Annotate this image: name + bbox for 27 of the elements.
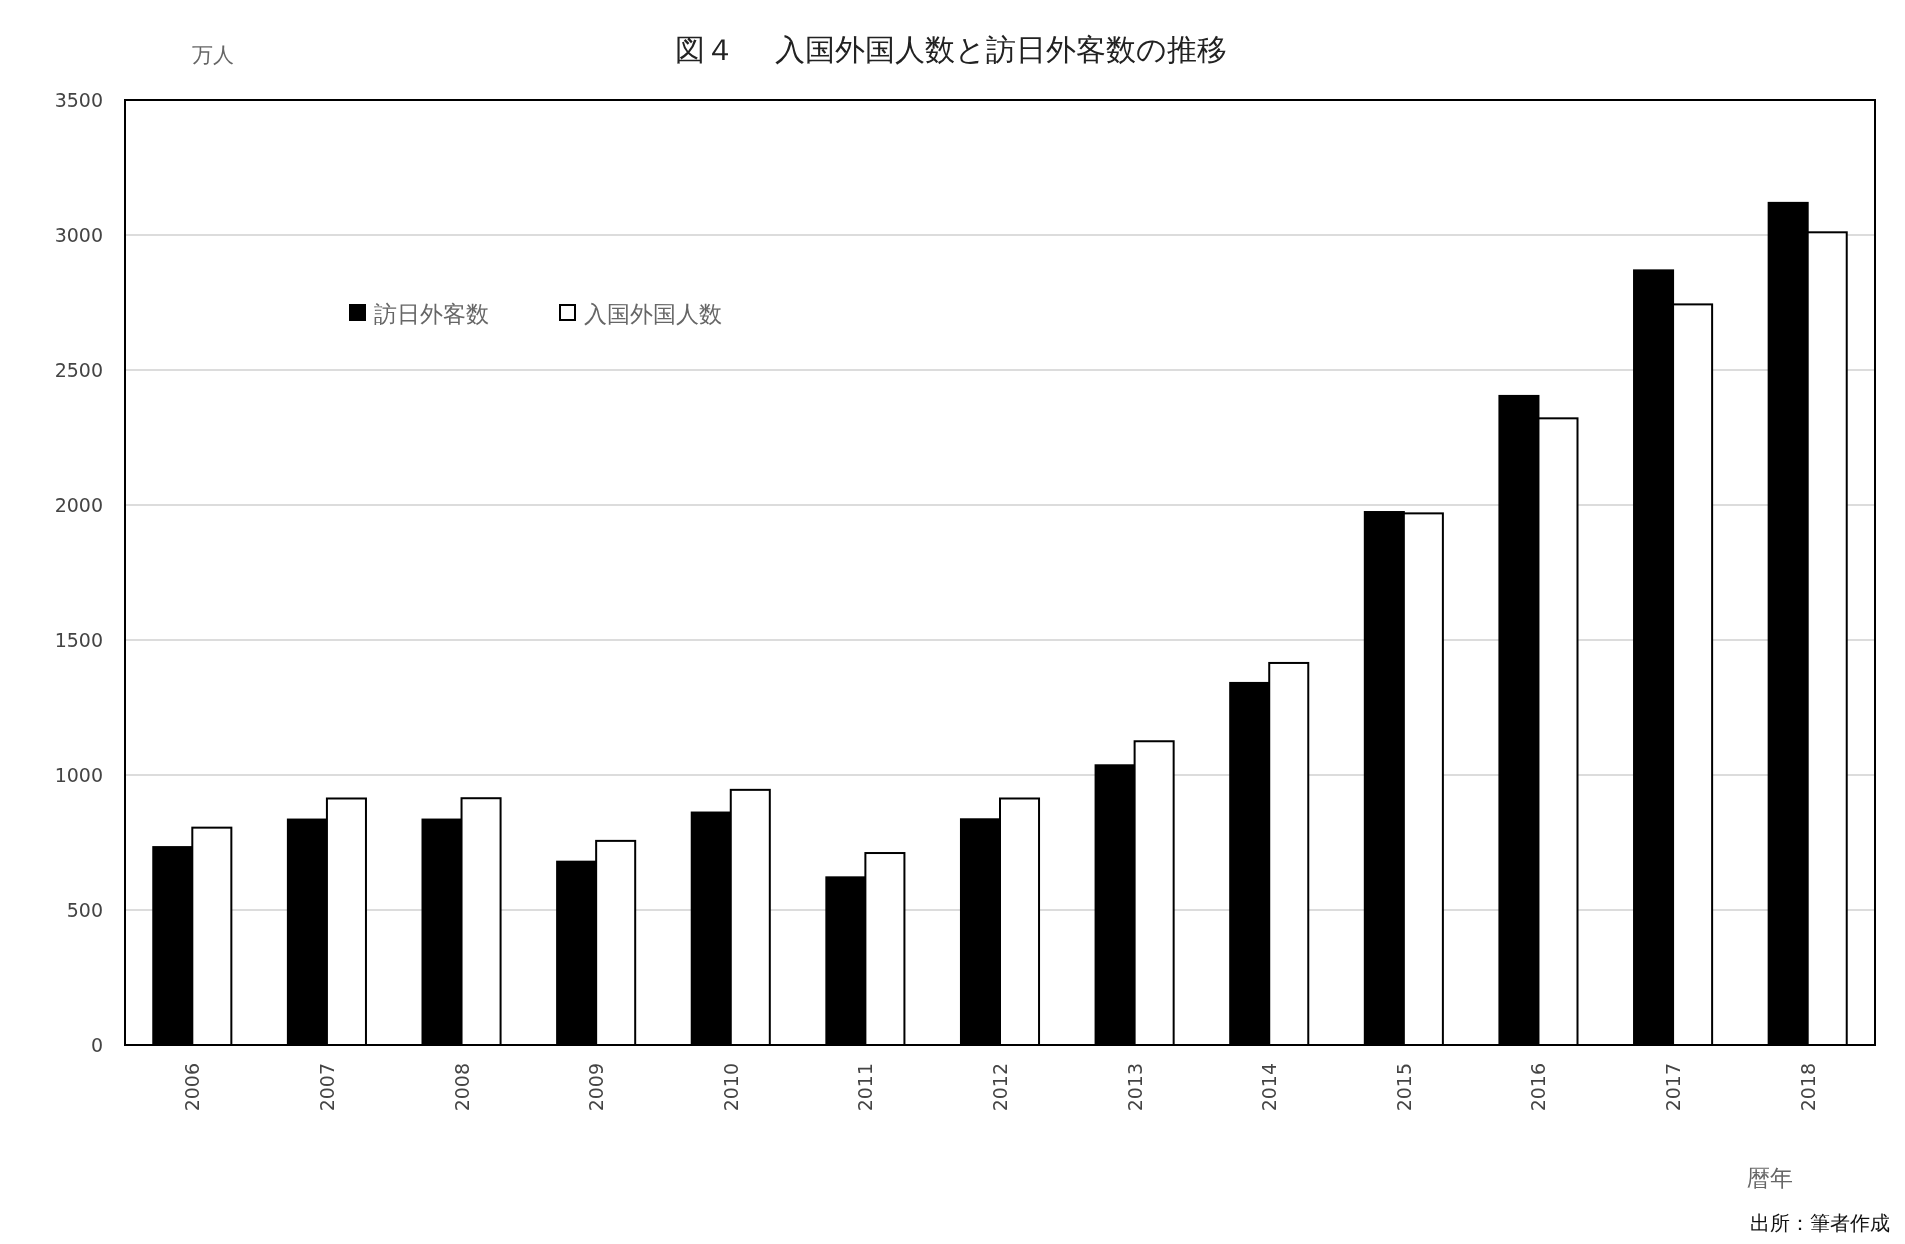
x-tick-label: 2007 <box>315 1063 338 1112</box>
y-tick-label: 0 <box>90 1034 103 1056</box>
x-tick-label: 2010 <box>719 1063 742 1112</box>
y-tick-label: 1500 <box>54 629 103 651</box>
legend-label: 訪日外客数 <box>374 301 489 327</box>
x-tick-label: 2018 <box>1796 1063 1819 1112</box>
y-tick-label: 3500 <box>54 89 103 111</box>
y-axis-title: 万人 <box>192 43 234 67</box>
y-tick-label: 500 <box>66 899 103 921</box>
x-tick-label: 2011 <box>854 1063 877 1112</box>
x-tick-label: 2015 <box>1392 1063 1415 1112</box>
y-tick-label: 2500 <box>54 359 103 381</box>
x-tick-label: 2017 <box>1662 1063 1685 1112</box>
x-tick-label: 2012 <box>989 1063 1011 1112</box>
y-tick-label: 2000 <box>54 494 103 516</box>
y-tick-label: 1000 <box>54 764 103 786</box>
legend-label: 入国外国人数 <box>584 301 722 327</box>
y-tick-label: 3000 <box>54 224 103 246</box>
x-tick-label: 2008 <box>450 1063 473 1112</box>
x-tick-label: 2014 <box>1258 1063 1281 1112</box>
chart-title: 図４ 入国外国人数と訪日外客数の推移 <box>675 32 1227 67</box>
x-tick-label: 2009 <box>585 1063 608 1112</box>
x-axis-title: 暦年 <box>1747 1165 1793 1191</box>
text: 出所：筆者作成 <box>1750 1211 1890 1235</box>
x-tick-label: 2016 <box>1527 1063 1550 1112</box>
x-tick-label: 2013 <box>1123 1063 1146 1112</box>
x-tick-label: 2006 <box>181 1063 204 1112</box>
